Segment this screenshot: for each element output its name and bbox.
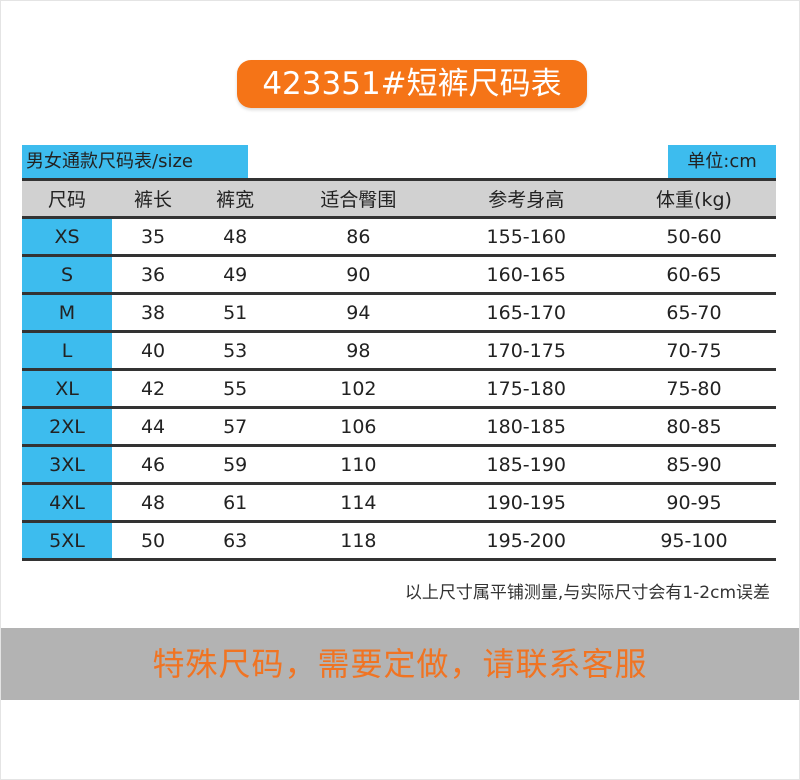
table-cell: 50-60 (612, 216, 776, 256)
table-row: 5XL 50 63 118 195-200 95-100 (22, 520, 776, 561)
table-cell: 57 (194, 406, 277, 446)
table-cell: 44 (112, 406, 195, 446)
table-row: S 36 49 90 160-165 60-65 (22, 254, 776, 294)
table-cell: 63 (194, 520, 277, 561)
table-cell: 50 (112, 520, 195, 561)
column-header: 参考身高 (440, 178, 612, 218)
table-cell: 110 (276, 444, 441, 484)
table-cell: 114 (276, 482, 441, 522)
size-table: 尺码 裤长 裤宽 适合臀围 参考身高 体重(kg) XS 35 48 86 155-160 50-60… (22, 178, 776, 561)
size-cell: XS (22, 216, 112, 256)
table-cell: 90 (276, 254, 441, 294)
table-cell: 106 (276, 406, 441, 446)
table-cell: 42 (112, 368, 195, 408)
table-cell: 190-195 (440, 482, 612, 522)
table-cell: 49 (194, 254, 277, 294)
column-header: 裤长 (112, 178, 195, 218)
table-cell: 102 (276, 368, 441, 408)
table-cell: 75-80 (612, 368, 776, 408)
table-cell: 90-95 (612, 482, 776, 522)
table-row: XS 35 48 86 155-160 50-60 (22, 216, 776, 256)
table-cell: 60-65 (612, 254, 776, 294)
table-cell: 55 (194, 368, 277, 408)
table-cell: 155-160 (440, 216, 612, 256)
size-cell: 4XL (22, 482, 112, 522)
table-cell: 48 (194, 216, 277, 256)
table-header-row: 尺码 裤长 裤宽 适合臀围 参考身高 体重(kg) (22, 178, 776, 218)
table-cell: 53 (194, 330, 277, 370)
table-cell: 118 (276, 520, 441, 561)
table-cell: 80-85 (612, 406, 776, 446)
size-cell: 5XL (22, 520, 112, 561)
table-cell: 86 (276, 216, 441, 256)
table-label: 男女通款尺码表/size (22, 145, 248, 179)
table-cell: 38 (112, 292, 195, 332)
table-row: XL 42 55 102 175-180 75-80 (22, 368, 776, 408)
table-cell: 165-170 (440, 292, 612, 332)
column-header: 裤宽 (194, 178, 277, 218)
size-cell: 3XL (22, 444, 112, 484)
size-cell: XL (22, 368, 112, 408)
table-cell: 40 (112, 330, 195, 370)
table-cell: 94 (276, 292, 441, 332)
table-row: 2XL 44 57 106 180-185 80-85 (22, 406, 776, 446)
size-cell: 2XL (22, 406, 112, 446)
column-header: 尺码 (22, 178, 112, 218)
table-cell: 65-70 (612, 292, 776, 332)
table-cell: 195-200 (440, 520, 612, 561)
table-cell: 170-175 (440, 330, 612, 370)
table-cell: 98 (276, 330, 441, 370)
table-cell: 185-190 (440, 444, 612, 484)
unit-label: 单位:cm (668, 145, 776, 179)
table-cell: 180-185 (440, 406, 612, 446)
table-row: 4XL 48 61 114 190-195 90-95 (22, 482, 776, 522)
table-cell: 48 (112, 482, 195, 522)
table-cell: 46 (112, 444, 195, 484)
table-cell: 175-180 (440, 368, 612, 408)
table-cell: 95-100 (612, 520, 776, 561)
size-cell: M (22, 292, 112, 332)
table-cell: 59 (194, 444, 277, 484)
column-header: 体重(kg) (612, 178, 776, 218)
table-cell: 85-90 (612, 444, 776, 484)
table-cell: 36 (112, 254, 195, 294)
size-cell: S (22, 254, 112, 294)
page-title: 423351#短裤尺码表 (237, 60, 587, 108)
table-row: L 40 53 98 170-175 70-75 (22, 330, 776, 370)
table-cell: 61 (194, 482, 277, 522)
table-row: M 38 51 94 165-170 65-70 (22, 292, 776, 332)
table-cell: 35 (112, 216, 195, 256)
measurement-note: 以上尺寸属平铺测量,与实际尺寸会有1-2cm误差 (404, 583, 770, 603)
column-header: 适合臀围 (276, 178, 441, 218)
table-row: 3XL 46 59 110 185-190 85-90 (22, 444, 776, 484)
size-cell: L (22, 330, 112, 370)
custom-size-banner: 特殊尺码，需要定做，请联系客服 (1, 628, 799, 700)
table-cell: 160-165 (440, 254, 612, 294)
table-cell: 51 (194, 292, 277, 332)
table-cell: 70-75 (612, 330, 776, 370)
